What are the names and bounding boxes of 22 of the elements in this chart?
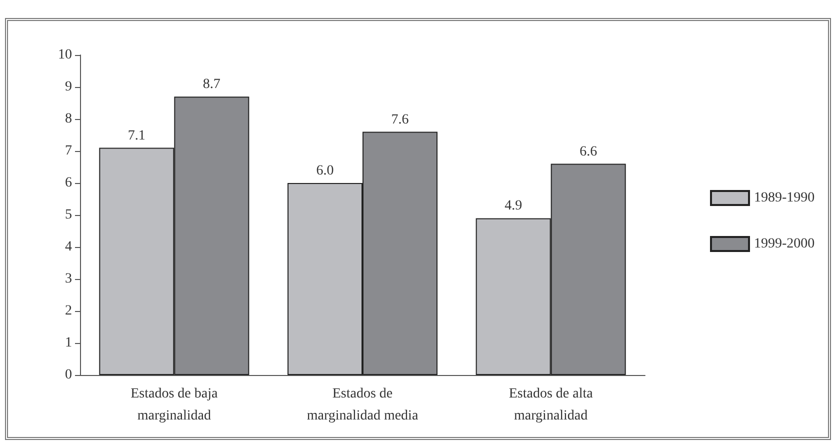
data-label: 6.6 [580,144,598,160]
y-tick-label: 5 [65,208,72,222]
x-tick-label: Estados de marginalidad media [306,386,419,424]
y-tick-label: 0 [65,368,72,382]
x-tick-label: Estados de baja marginalidad [130,386,218,424]
y-tick-label: 6 [65,176,72,190]
x-tick-label: Estados de alta marginalidad [508,386,594,424]
data-label: 6.0 [316,164,334,178]
data-label: 7.1 [128,128,146,144]
data-label: 7.6 [391,112,409,128]
legend-label: 1999-2000 [754,236,815,252]
y-tick-label: 8 [65,112,72,126]
y-tick-label: 9 [65,80,72,94]
legend-label: 1989-1990 [754,190,815,206]
y-tick-label: 10 [58,48,72,62]
y-tick-label: 2 [65,304,72,318]
y-tick-label: 1 [65,336,72,350]
data-label: 4.9 [504,198,522,214]
data-label: 8.7 [202,77,220,92]
y-tick-label: 7 [65,144,72,158]
y-tick-label: 3 [65,272,72,286]
y-tick-label: 4 [65,240,72,254]
